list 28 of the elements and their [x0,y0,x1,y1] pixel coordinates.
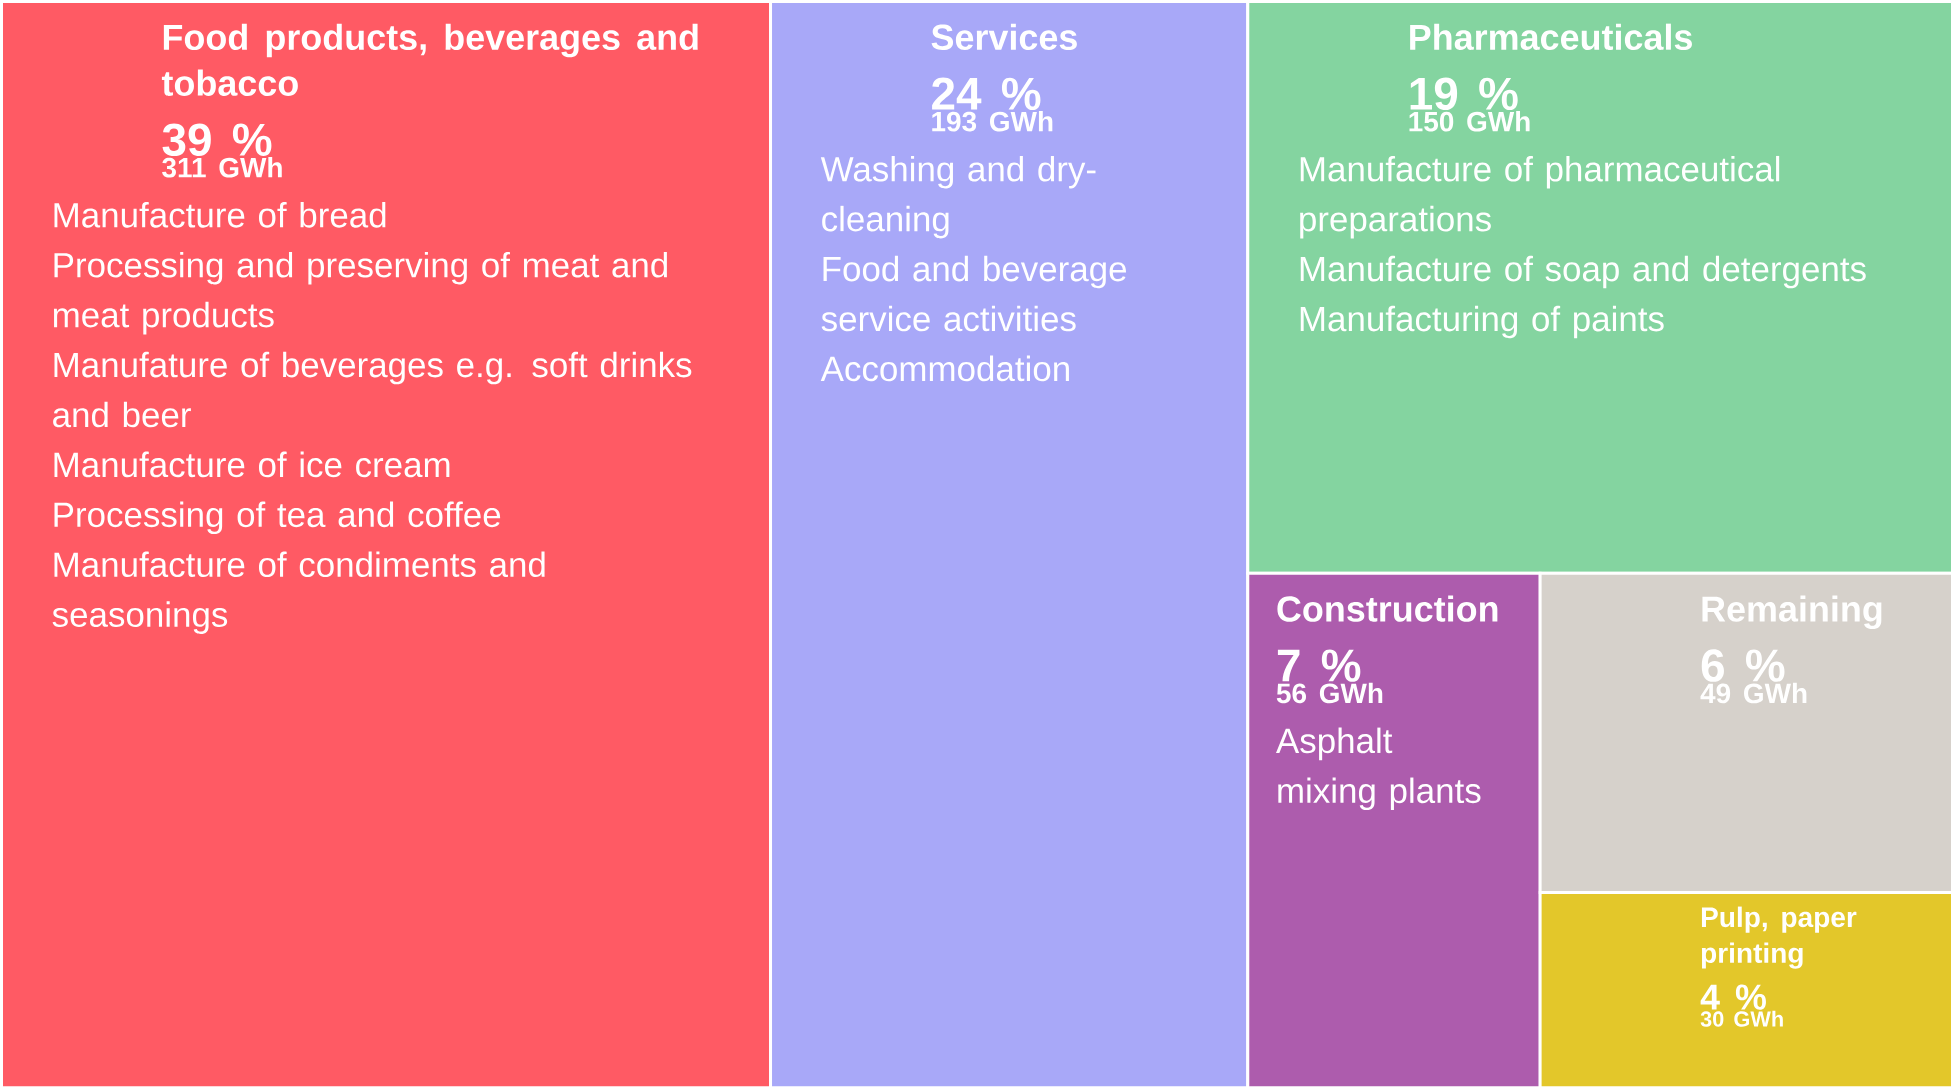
text: Manufacture of condiments and seasonings [52,551,545,634]
text: Food and beverage service activities [821,255,1127,332]
data-label: 193 GWh [932,110,1053,132]
category-label: Construction [1277,595,1498,622]
data-label: 4 % [1700,984,1766,1010]
text: Asphalt mixing plants [1276,727,1481,810]
text: Accommodation [820,355,1069,382]
data-label: 30 GWh [1700,1010,1783,1027]
data-label: 311 GWh [162,156,282,178]
category-label: Services [931,23,1077,50]
data-label: 7 % [1277,649,1361,682]
text: Processing and preserving of meat and meat products [53,251,667,335]
data-label: 150 GWh [1409,110,1530,132]
category-label: Pulp, paper printing [1701,906,1857,969]
category-label: Food products, beverages and tobacco [161,23,698,96]
text: Processing of tea and coffee [54,501,501,534]
text: Manufature of beverages e.g. soft drinks and beer [53,351,692,428]
data-label: 24 % [932,77,1041,110]
data-label: 56 GWh [1276,682,1383,704]
text: Manufacture of soap and detergents [1300,255,1866,289]
text: Manufacture of pharmaceutical preparations [1300,155,1780,239]
data-label: 39 % [162,123,272,156]
text: Manufacturing of paints [1300,305,1664,339]
data-label: 19 % [1410,77,1518,110]
text: Washing and dry-cleaning [820,155,1096,239]
text: Manufacture of ice cream [54,451,450,478]
category-label: Pharmaceuticals [1410,23,1692,50]
text: Manufacture of bread [54,201,386,228]
